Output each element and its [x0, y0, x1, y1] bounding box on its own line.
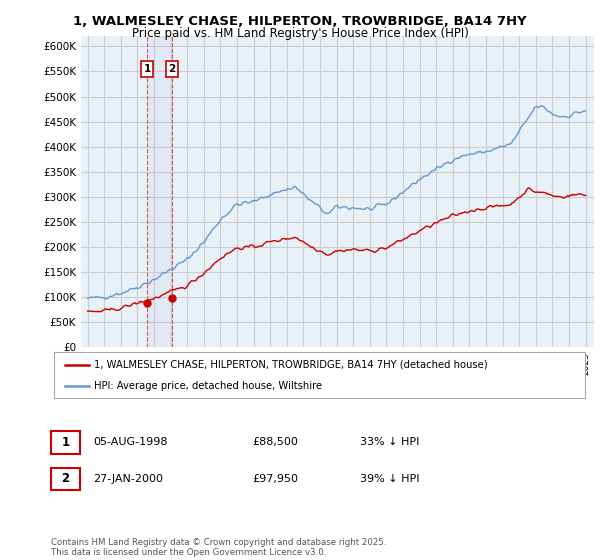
Text: 1: 1: [143, 64, 151, 74]
Text: Price paid vs. HM Land Registry's House Price Index (HPI): Price paid vs. HM Land Registry's House …: [131, 27, 469, 40]
Text: 2: 2: [61, 472, 70, 486]
Text: 27-JAN-2000: 27-JAN-2000: [93, 474, 163, 484]
Bar: [147, 36, 172, 347]
Text: Contains HM Land Registry data © Crown copyright and database right 2025.
This d: Contains HM Land Registry data © Crown c…: [51, 538, 386, 557]
Text: 05-AUG-1998: 05-AUG-1998: [93, 437, 167, 447]
Text: £97,950: £97,950: [252, 474, 298, 484]
Text: 39% ↓ HPI: 39% ↓ HPI: [360, 474, 419, 484]
Text: HPI: Average price, detached house, Wiltshire: HPI: Average price, detached house, Wilt…: [94, 381, 322, 391]
Text: 2: 2: [168, 64, 175, 74]
Text: 1: 1: [61, 436, 70, 449]
Text: £88,500: £88,500: [252, 437, 298, 447]
Text: 1, WALMESLEY CHASE, HILPERTON, TROWBRIDGE, BA14 7HY: 1, WALMESLEY CHASE, HILPERTON, TROWBRIDG…: [73, 15, 527, 27]
Text: 33% ↓ HPI: 33% ↓ HPI: [360, 437, 419, 447]
Text: 1, WALMESLEY CHASE, HILPERTON, TROWBRIDGE, BA14 7HY (detached house): 1, WALMESLEY CHASE, HILPERTON, TROWBRIDG…: [94, 360, 487, 370]
